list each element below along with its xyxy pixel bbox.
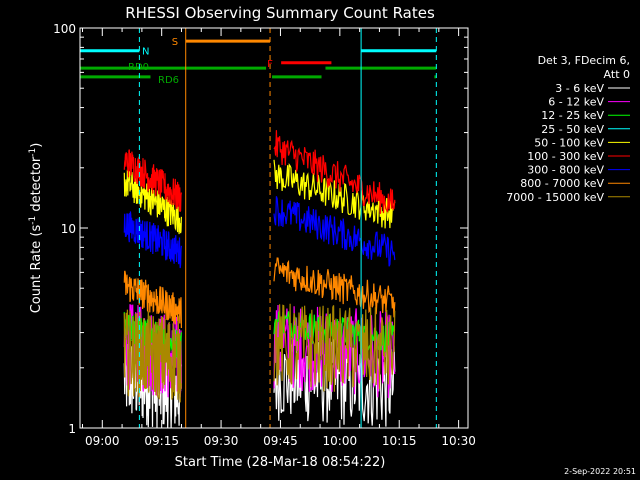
x-tick-label: 10:30 bbox=[441, 434, 476, 448]
y-axis-label: Count Rate (s-1 detector-1) bbox=[28, 143, 44, 314]
x-axis: 09:00 09:15 09:30 09:45 10:00 10:15 10:30 bbox=[81, 28, 476, 448]
series-line bbox=[123, 309, 182, 403]
y-tick-label: 1 bbox=[68, 422, 76, 436]
series-line bbox=[123, 270, 182, 329]
x-tick-label: 09:00 bbox=[85, 434, 120, 448]
series-line bbox=[123, 211, 182, 269]
flag-n-label: N bbox=[142, 47, 149, 58]
footer-date: 2-Sep-2022 20:51 bbox=[564, 467, 636, 476]
series-line bbox=[123, 169, 182, 235]
legend-entry-label: 100 - 300 keV bbox=[527, 150, 604, 163]
legend-entry-label: 50 - 100 keV bbox=[534, 136, 604, 149]
flag-rd0-label: RD0 bbox=[128, 62, 149, 73]
x-tick-label: 09:30 bbox=[204, 434, 239, 448]
series-line bbox=[273, 130, 396, 214]
legend-title-line-1: Det 3, FDecim 6, bbox=[538, 54, 630, 67]
x-axis-label: Start Time (28-Mar-18 08:54:22) bbox=[175, 455, 386, 470]
x-tick-label: 10:00 bbox=[323, 434, 358, 448]
series-4 bbox=[123, 159, 396, 235]
x-tick-label: 09:15 bbox=[144, 434, 179, 448]
series-8 bbox=[123, 303, 396, 403]
series-line bbox=[273, 303, 396, 392]
x-tick-label: 09:45 bbox=[263, 434, 298, 448]
plot-content bbox=[123, 130, 396, 429]
series-line bbox=[273, 257, 396, 318]
legend-entry-label: 12 - 25 keV bbox=[541, 109, 604, 122]
series-line bbox=[273, 196, 396, 267]
x-tick-label: 10:15 bbox=[382, 434, 417, 448]
legend-entry-label: 3 - 6 keV bbox=[555, 82, 604, 95]
chart-title: RHESSI Observing Summary Count Rates bbox=[125, 4, 435, 22]
series-5 bbox=[123, 130, 396, 214]
legend-entry-label: 300 - 800 keV bbox=[527, 164, 604, 177]
y-axis: 1 10 100 bbox=[53, 22, 468, 436]
y-tick-label: 100 bbox=[53, 22, 76, 36]
legend-entry-label: 25 - 50 keV bbox=[541, 123, 604, 136]
flag-rd6-label: RD6 bbox=[158, 75, 179, 86]
legend-entry-label: 800 - 7000 keV bbox=[520, 177, 604, 190]
flag-s-label: S bbox=[172, 37, 178, 48]
series-line bbox=[273, 159, 396, 229]
series-line bbox=[123, 149, 182, 212]
y-tick-label: 10 bbox=[61, 222, 76, 236]
legend-title-line-2: Att 0 bbox=[604, 68, 630, 81]
legend-entry-label: 7000 - 15000 keV bbox=[506, 191, 604, 204]
series-6 bbox=[123, 196, 396, 269]
series-7 bbox=[123, 257, 396, 329]
legend-entry-label: 6 - 12 keV bbox=[548, 96, 604, 109]
flags-layer: NSFRD0RD6 bbox=[80, 37, 437, 86]
